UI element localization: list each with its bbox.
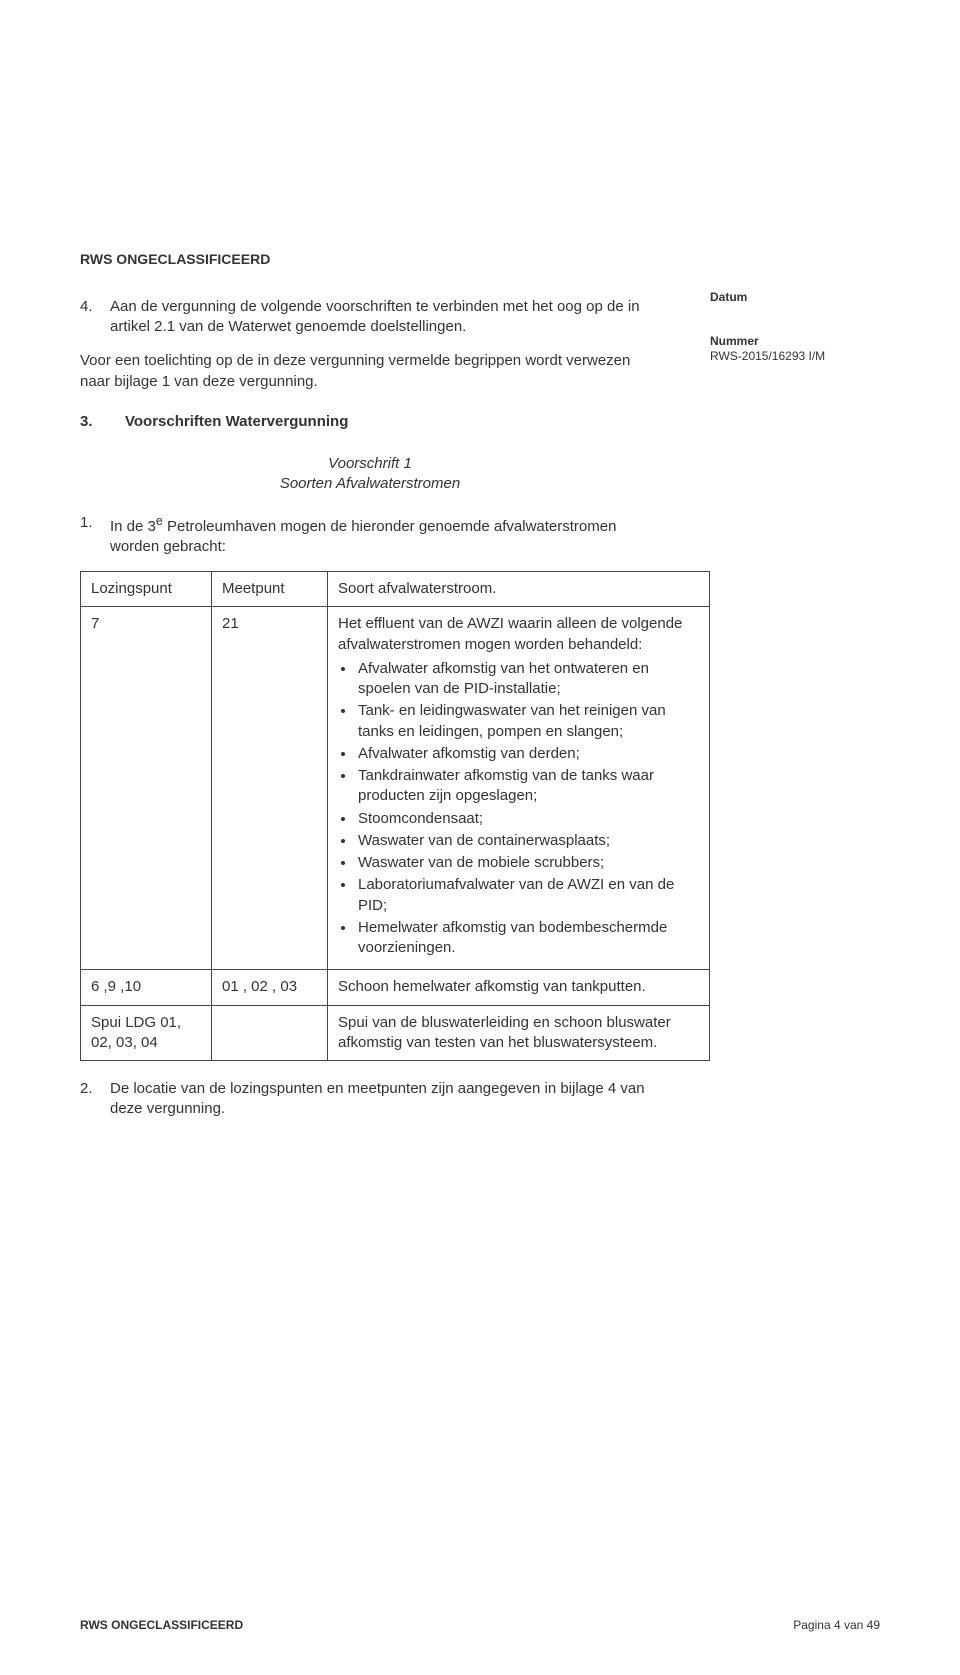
cell-mp-3 [212,1005,328,1061]
document-page: RWS ONGECLASSIFICEERD Datum Nummer RWS-2… [0,0,960,1675]
lozing-table: Lozingspunt Meetpunt Soort afvalwaterstr… [80,571,710,1061]
bullet: Waswater van de containerwasplaats; [356,831,699,851]
bullet: Hemelwater afkomstig van bodembeschermde… [356,918,699,959]
body-column-2: 2. De locatie van de lozingspunten en me… [80,1079,660,1120]
cell-lp-2: 6 ,9 ,10 [81,970,212,1005]
cell-mp-1: 21 [212,607,328,970]
datum-label: Datum [710,290,880,306]
table-row: 7 21 Het effluent van de AWZI waarin all… [81,607,710,970]
bullet: Afvalwater afkomstig van het ontwateren … [356,659,699,700]
cell-mp-2: 01 , 02 , 03 [212,970,328,1005]
table-row: 6 ,9 ,10 01 , 02 , 03 Schoon hemelwater … [81,970,710,1005]
cell-lp-3: Spui LDG 01, 02, 03, 04 [81,1005,212,1061]
classification-header: RWS ONGECLASSIFICEERD [80,250,880,269]
bullet: Laboratoriumafvalwater van de AWZI en va… [356,875,699,916]
nummer-label: Nummer [710,334,880,350]
voorschrift-heading: Voorschrift 1 Soorten Afvalwaterstromen [80,454,660,495]
item-1-number: 1. [80,513,110,558]
item-1: 1. In de 3e Petroleumhaven mogen de hier… [80,513,660,558]
paragraph-4-text: Aan de vergunning de volgende voorschrif… [110,297,660,338]
paragraph-toelichting: Voor een toelichting op de in deze vergu… [80,351,660,392]
item-1-sup: e [156,514,163,528]
table-row: Spui LDG 01, 02, 03, 04 Spui van de blus… [81,1005,710,1061]
bullet: Tank- en leidingwaswater van het reinige… [356,701,699,742]
meta-block: Datum Nummer RWS-2015/16293 I/M [710,290,880,365]
body-column: 4. Aan de vergunning de volgende voorsch… [80,297,660,557]
table-header-row: Lozingspunt Meetpunt Soort afvalwaterstr… [81,572,710,607]
bullet: Afvalwater afkomstig van derden; [356,744,699,764]
item-2-text: De locatie van de lozingspunten en meetp… [110,1079,660,1120]
cell-soort-2: Schoon hemelwater afkomstig van tankputt… [328,970,710,1005]
footer-page-number: Pagina 4 van 49 [793,1617,880,1633]
th-lozingspunt: Lozingspunt [81,572,212,607]
voorschrift-line2: Soorten Afvalwaterstromen [80,474,660,494]
nummer-value: RWS-2015/16293 I/M [710,349,825,363]
item-1-text-b: Petroleumhaven mogen de hieronder genoem… [110,518,616,555]
section-3-number: 3. [80,412,125,432]
paragraph-4-number: 4. [80,297,110,338]
paragraph-4: 4. Aan de vergunning de volgende voorsch… [80,297,660,338]
item-2: 2. De locatie van de lozingspunten en me… [80,1079,660,1120]
bullet: Tankdrainwater afkomstig van de tanks wa… [356,766,699,807]
footer-classification: RWS ONGECLASSIFICEERD [80,1617,243,1633]
cell-soort-3: Spui van de bluswaterleiding en schoon b… [328,1005,710,1061]
row1-bullets: Afvalwater afkomstig van het ontwateren … [356,659,699,959]
bullet: Stoomcondensaat; [356,809,699,829]
th-soort: Soort afvalwaterstroom. [328,572,710,607]
th-meetpunt: Meetpunt [212,572,328,607]
section-3-heading: 3. Voorschriften Watervergunning [80,412,348,432]
item-1-text: In de 3e Petroleumhaven mogen de hierond… [110,513,660,558]
item-2-number: 2. [80,1079,110,1120]
item-1-text-a: In de 3 [110,518,156,535]
section-3-title: Voorschriften Watervergunning [125,412,348,432]
bullet: Waswater van de mobiele scrubbers; [356,853,699,873]
page-footer: RWS ONGECLASSIFICEERD Pagina 4 van 49 [80,1617,880,1633]
cell-lp-1: 7 [81,607,212,970]
cell-soort-1: Het effluent van de AWZI waarin alleen d… [328,607,710,970]
voorschrift-line1: Voorschrift 1 [80,454,660,474]
row1-intro: Het effluent van de AWZI waarin alleen d… [338,614,699,655]
